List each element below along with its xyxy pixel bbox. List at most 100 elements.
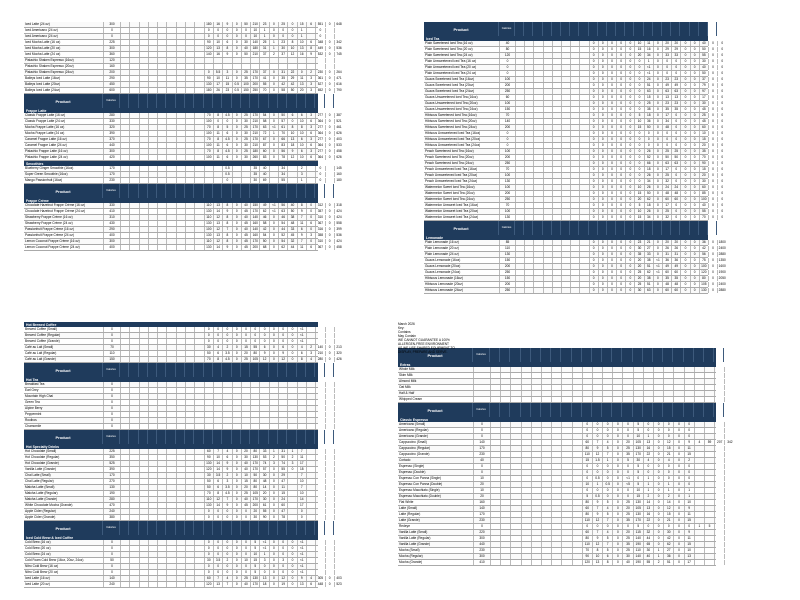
product-name: Vanilla Latte (Grande): [399, 542, 430, 546]
data-cell: 23: [671, 77, 680, 82]
data-cell: 0: [625, 119, 634, 124]
data-cell: 120: [203, 467, 213, 472]
data-cell: [157, 131, 166, 136]
table-header: Product Calories: [24, 184, 334, 198]
data-cell: 20: [296, 88, 306, 93]
data-cell: [570, 191, 579, 196]
data-cell: [296, 412, 306, 417]
data-cell: 50: [287, 88, 296, 93]
data-cell: 0: [625, 47, 634, 52]
data-cell: 10: [287, 131, 296, 136]
data-cell: [524, 252, 533, 257]
data-cell: [120, 552, 129, 557]
data-cell: 25: [622, 548, 632, 553]
table-row: Latte (Grande) 230 110 12 7 0 35 170 22 0 21 0 15: [398, 518, 726, 524]
calories-cell: 0: [103, 400, 120, 405]
data-cell: [515, 252, 524, 257]
data-cell: 0: [625, 282, 634, 287]
data-cell: 0: [268, 345, 278, 350]
data-cell: 2: [683, 458, 694, 463]
data-cell: [579, 215, 588, 220]
data-cell: [561, 548, 571, 553]
data-cell: 0: [602, 494, 612, 499]
data-cell: [591, 397, 602, 402]
data-cell: 0: [652, 240, 662, 245]
data-cell: 0: [240, 515, 250, 520]
data-cell: 0: [622, 434, 632, 439]
data-cell: 0: [588, 131, 598, 136]
data-cell: [194, 333, 203, 338]
calories-cell: 310: [103, 215, 120, 220]
data-cell: [570, 107, 579, 112]
data-cell: 10: [632, 434, 643, 439]
data-cell: 0: [689, 282, 699, 287]
data-cell: [561, 440, 571, 445]
data-cell: <1: [296, 564, 306, 569]
column-header: [532, 221, 541, 235]
data-cell: [231, 64, 241, 69]
data-cell: [287, 178, 296, 183]
table-row: Apple Cider (Grande) 380 0 0 0 0 0 30 90 0 78 0: [24, 515, 335, 521]
data-cell: [570, 173, 579, 178]
data-cell: 0: [625, 107, 634, 112]
data-cell: 0: [606, 95, 616, 100]
table-row: Alpine Berry 0: [24, 406, 335, 412]
data-cell: [175, 209, 185, 214]
data-cell: 0: [717, 41, 726, 46]
data-cell: 9: [591, 512, 602, 517]
data-cell: [551, 143, 561, 148]
data-cell: [551, 476, 561, 481]
table-row: Espresso (Single) 0 0 0 0 0 0 5 0 0 0 0 0: [398, 464, 726, 470]
data-cell: 4.5: [222, 137, 231, 142]
data-cell: 25: [671, 149, 680, 154]
product-header: Product: [55, 367, 71, 373]
data-cell: 20: [634, 258, 643, 263]
data-cell: [510, 542, 520, 547]
data-cell: 0: [588, 125, 598, 130]
data-cell: 0: [622, 428, 632, 433]
data-cell: [530, 488, 541, 493]
data-cell: 33: [643, 252, 653, 257]
product-name: Baileys Iced Latte (20oz): [25, 82, 61, 86]
data-cell: [542, 191, 552, 196]
data-cell: [333, 406, 343, 411]
data-cell: 0: [296, 515, 306, 520]
data-cell: [287, 491, 296, 496]
column-header: [672, 403, 682, 417]
data-cell: [693, 554, 704, 559]
column-header: [286, 363, 295, 377]
data-cell: [305, 491, 315, 496]
data-cell: [490, 500, 500, 505]
data-cell: [551, 288, 561, 293]
data-cell: 50: [259, 239, 268, 244]
data-cell: 0: [673, 542, 683, 547]
data-cell: 0: [597, 131, 607, 136]
data-cell: [551, 137, 561, 142]
data-cell: [185, 461, 194, 466]
note-line: AS WE USE SHARED EQUIPMENT TO: [398, 346, 455, 350]
calories-cell: 240: [103, 509, 120, 514]
data-cell: [194, 394, 203, 399]
data-cell: 0: [707, 59, 717, 64]
data-cell: [129, 406, 138, 411]
data-cell: [147, 166, 157, 171]
column-header: [239, 94, 249, 108]
data-cell: 100: [203, 131, 213, 136]
data-cell: 0: [689, 83, 699, 88]
data-cell: [147, 339, 157, 344]
product-name: Cappuccino (Small): [399, 440, 427, 444]
data-cell: 0: [597, 89, 607, 94]
data-cell: [542, 95, 552, 100]
data-cell: [129, 357, 138, 362]
column-header: [559, 221, 569, 235]
note-line: WE CANNOT GUARANTEE A 100%: [398, 338, 450, 342]
data-cell: 0: [581, 464, 592, 469]
column-header: [601, 348, 611, 362]
data-cell: [542, 107, 552, 112]
data-cell: [147, 333, 157, 338]
data-cell: 14: [663, 500, 673, 505]
data-cell: [129, 28, 138, 33]
data-cell: 0: [662, 59, 671, 64]
column-header: [128, 184, 137, 198]
calories-cell: 390: [103, 467, 120, 472]
